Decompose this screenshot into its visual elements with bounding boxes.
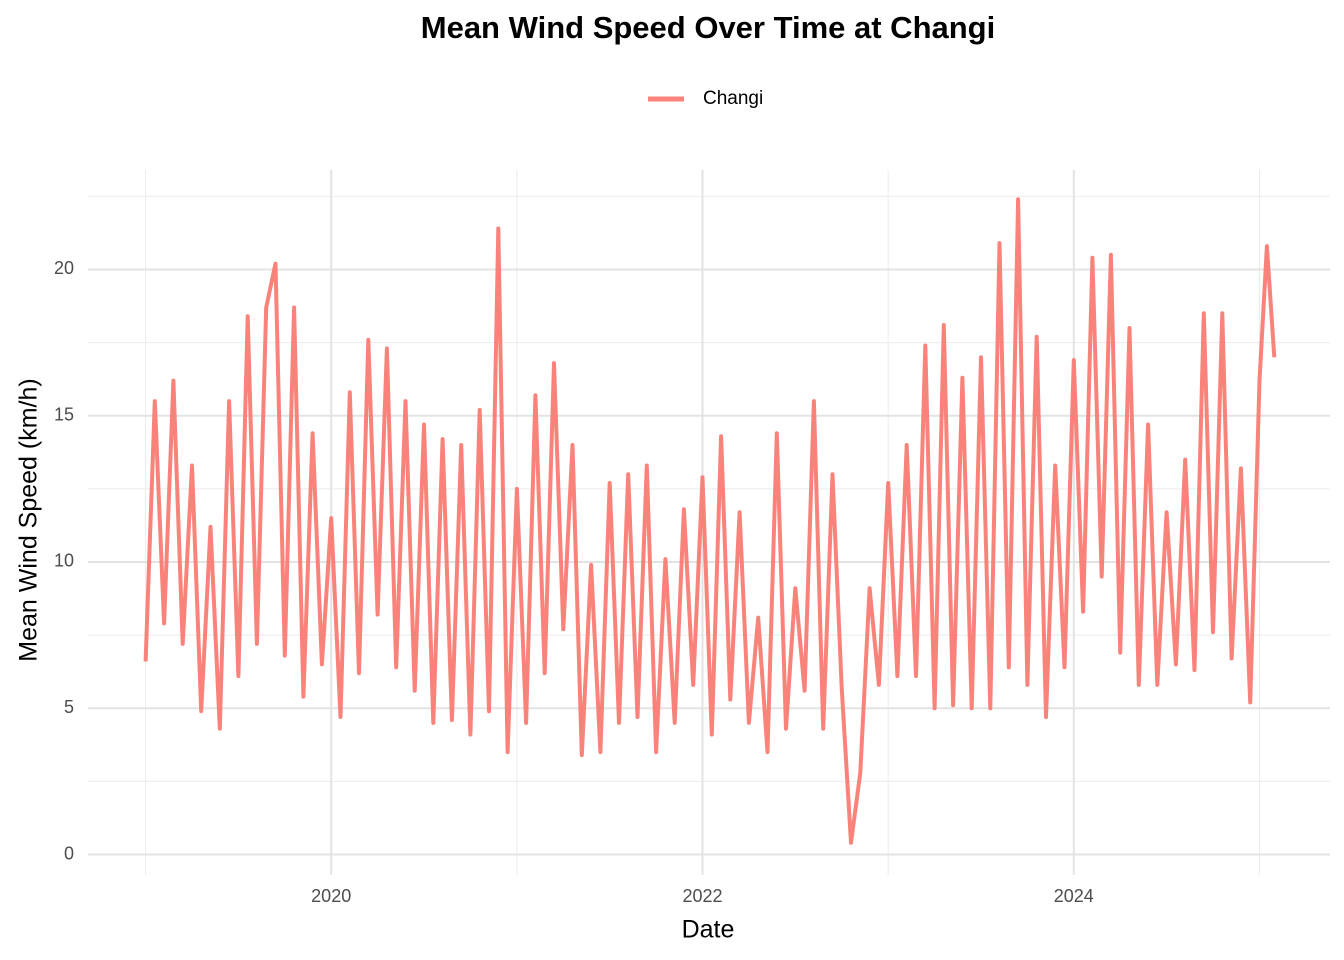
y-tick-label: 0 [64, 843, 74, 863]
y-tick-label: 5 [64, 697, 74, 717]
legend: Changi [648, 88, 763, 109]
y-axis-title: Mean Wind Speed (km/h) [15, 378, 43, 661]
plot [143, 197, 1277, 845]
x-axis-title: Date [682, 916, 735, 944]
x-tick-label: 2020 [311, 886, 351, 906]
y-tick-label: 15 [54, 404, 74, 424]
chart-title: Mean Wind Speed Over Time at Changi [421, 10, 995, 45]
data-line [143, 197, 1277, 845]
x-tick-label: 2024 [1054, 886, 1094, 906]
y-tick-label: 10 [54, 551, 74, 571]
x-tick-label: 2022 [682, 886, 722, 906]
legend-label: Changi [703, 88, 763, 109]
y-tick-label: 20 [54, 258, 74, 278]
